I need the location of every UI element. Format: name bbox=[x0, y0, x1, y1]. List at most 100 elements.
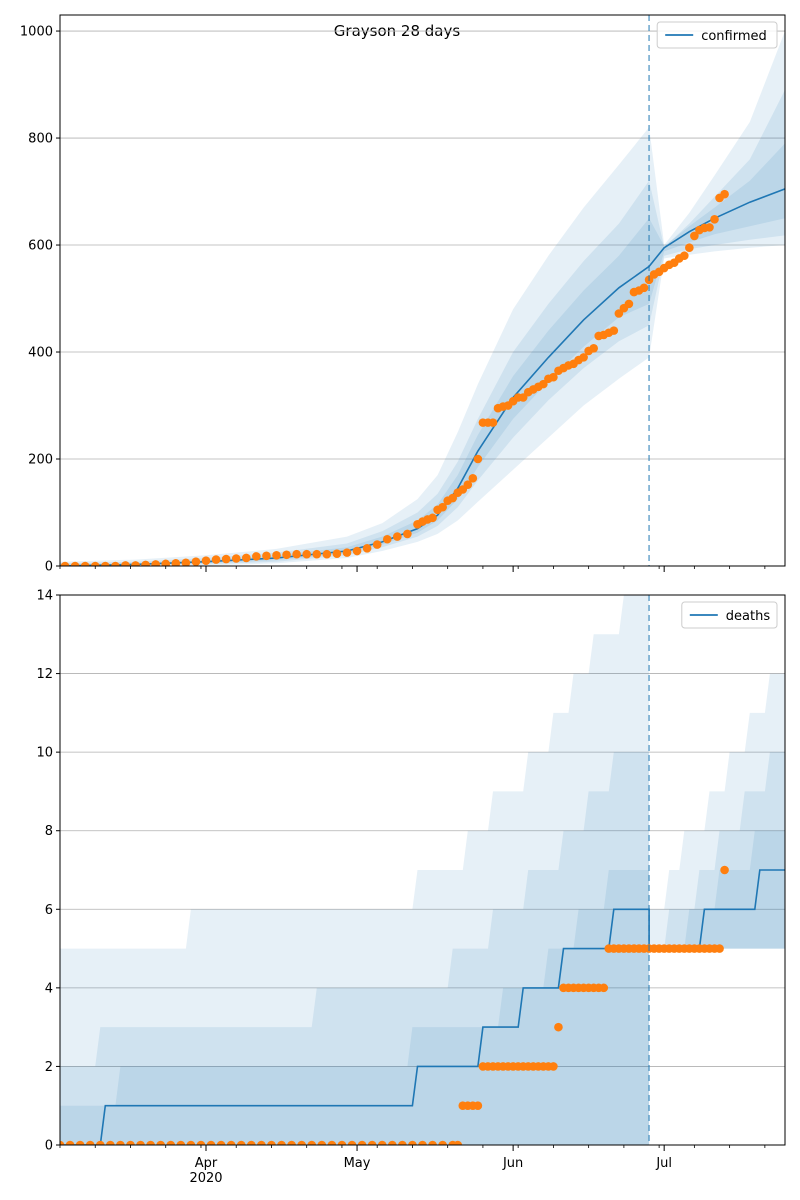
observed-point-deaths-4 bbox=[95, 1140, 105, 1145]
observed-point-deaths-25 bbox=[307, 1140, 317, 1145]
observed-point-confirmed-56 bbox=[518, 393, 528, 402]
observed-point-confirmed-2 bbox=[80, 561, 90, 566]
observed-point-confirmed-29 bbox=[352, 546, 362, 556]
observed-point-confirmed-4 bbox=[101, 561, 110, 566]
observed-point-deaths-36 bbox=[418, 1140, 427, 1145]
observed-point-confirmed-74 bbox=[609, 326, 619, 335]
xtick-label-deaths-3: Jul bbox=[655, 1156, 672, 1171]
ytick-label-confirmed-800: 800 bbox=[28, 132, 53, 147]
observed-point-confirmed-5 bbox=[111, 561, 120, 566]
ytick-label-deaths-6: 6 bbox=[45, 903, 53, 918]
observed-point-confirmed-88 bbox=[680, 251, 689, 261]
observed-point-deaths-23 bbox=[287, 1140, 296, 1145]
axes-frame-deaths bbox=[59, 594, 786, 1146]
observed-point-confirmed-0 bbox=[60, 561, 70, 566]
observed-point-confirmed-80 bbox=[639, 283, 649, 293]
ytick-label-deaths-12: 12 bbox=[36, 667, 53, 682]
ytick-label-confirmed-1000: 1000 bbox=[20, 25, 53, 40]
observed-point-deaths-3 bbox=[85, 1140, 95, 1145]
observed-point-confirmed-70 bbox=[589, 343, 598, 353]
observed-point-deaths-12 bbox=[176, 1140, 186, 1145]
observed-point-confirmed-62 bbox=[549, 372, 558, 382]
observed-point-confirmed-42 bbox=[448, 493, 458, 503]
legend-deaths: deaths bbox=[681, 601, 778, 629]
observed-point-deaths-22 bbox=[277, 1140, 286, 1145]
observed-point-deaths-60 bbox=[554, 1022, 563, 1032]
ytick-label-confirmed-200: 200 bbox=[28, 453, 53, 468]
observed-point-deaths-30 bbox=[357, 1140, 367, 1145]
xtick-label-deaths-1: May bbox=[344, 1156, 371, 1171]
observed-point-deaths-8 bbox=[136, 1140, 145, 1145]
ytick-label-deaths-10: 10 bbox=[36, 746, 53, 761]
observed-point-deaths-10 bbox=[156, 1140, 165, 1145]
observed-point-confirmed-16 bbox=[221, 554, 231, 564]
ytick-label-deaths-8: 8 bbox=[45, 824, 53, 839]
axes-frame-confirmed bbox=[59, 14, 786, 567]
legend-label-deaths: deaths bbox=[726, 609, 771, 624]
legend-box-deaths bbox=[681, 601, 778, 629]
band-deaths-1 bbox=[60, 752, 785, 1145]
observed-point-confirmed-28 bbox=[342, 548, 352, 557]
observed-point-confirmed-77 bbox=[624, 299, 634, 309]
legend-label-confirmed: confirmed bbox=[701, 29, 767, 44]
observed-point-deaths-0 bbox=[60, 1140, 65, 1145]
observed-point-confirmed-11 bbox=[171, 559, 181, 566]
legend-box-confirmed bbox=[656, 21, 778, 49]
observed-point-deaths-69 bbox=[599, 983, 609, 993]
observed-point-deaths-27 bbox=[327, 1140, 337, 1145]
observed-point-confirmed-15 bbox=[211, 555, 221, 564]
ytick-label-confirmed-600: 600 bbox=[28, 239, 53, 254]
observed-point-deaths-9 bbox=[146, 1140, 155, 1145]
observed-point-confirmed-12 bbox=[181, 558, 191, 566]
observed-point-deaths-29 bbox=[347, 1140, 357, 1145]
observed-point-deaths-17 bbox=[226, 1140, 236, 1145]
observed-point-confirmed-38 bbox=[428, 513, 437, 523]
ytick-label-confirmed-0: 0 bbox=[45, 560, 53, 575]
observed-point-confirmed-21 bbox=[272, 551, 281, 560]
xtick-sublabel-deaths-0: 2020 bbox=[189, 1171, 222, 1186]
observed-point-confirmed-94 bbox=[710, 215, 719, 224]
observed-point-deaths-20 bbox=[257, 1140, 266, 1145]
observed-point-deaths-37 bbox=[428, 1140, 437, 1145]
observed-point-confirmed-20 bbox=[262, 551, 271, 561]
observed-point-confirmed-60 bbox=[539, 379, 548, 389]
band-deaths-2 bbox=[60, 830, 785, 1145]
observed-point-deaths-21 bbox=[267, 1140, 276, 1145]
band-confirmed-1 bbox=[60, 89, 785, 566]
ytick-label-confirmed-400: 400 bbox=[28, 346, 53, 361]
observed-point-deaths-92 bbox=[715, 944, 724, 953]
observed-point-confirmed-22 bbox=[282, 550, 291, 560]
observed-point-confirmed-47 bbox=[473, 454, 483, 464]
band-deaths-0 bbox=[60, 595, 785, 1145]
observed-point-deaths-2 bbox=[75, 1140, 85, 1145]
observed-point-confirmed-96 bbox=[720, 189, 729, 199]
observed-point-confirmed-33 bbox=[393, 532, 402, 541]
observed-point-confirmed-26 bbox=[322, 549, 332, 559]
xtick-label-deaths-2: Jun bbox=[502, 1156, 523, 1171]
observed-point-confirmed-18 bbox=[241, 553, 251, 563]
observed-point-deaths-33 bbox=[387, 1140, 397, 1145]
observed-point-confirmed-3 bbox=[90, 561, 100, 566]
observed-point-confirmed-68 bbox=[579, 353, 588, 362]
observed-point-confirmed-27 bbox=[332, 549, 342, 558]
legend-confirmed: confirmed bbox=[656, 21, 778, 49]
observed-point-confirmed-34 bbox=[403, 529, 412, 539]
plot-area-deaths bbox=[60, 595, 785, 1145]
observed-point-deaths-19 bbox=[247, 1140, 256, 1145]
observed-point-deaths-1 bbox=[65, 1140, 75, 1145]
observed-point-deaths-32 bbox=[377, 1140, 387, 1145]
observed-point-deaths-7 bbox=[126, 1140, 135, 1145]
ytick-label-deaths-4: 4 bbox=[45, 981, 53, 996]
observed-point-confirmed-90 bbox=[690, 231, 699, 241]
observed-point-deaths-5 bbox=[106, 1140, 115, 1145]
observed-point-deaths-93 bbox=[720, 865, 729, 875]
ytick-label-deaths-2: 2 bbox=[45, 1060, 53, 1075]
observed-point-confirmed-23 bbox=[292, 549, 301, 559]
observed-point-confirmed-24 bbox=[302, 549, 312, 559]
observed-point-confirmed-40 bbox=[438, 502, 447, 512]
observed-point-deaths-28 bbox=[337, 1140, 347, 1145]
median-line-deaths bbox=[60, 869, 785, 1145]
band-confirmed-0 bbox=[60, 31, 785, 566]
